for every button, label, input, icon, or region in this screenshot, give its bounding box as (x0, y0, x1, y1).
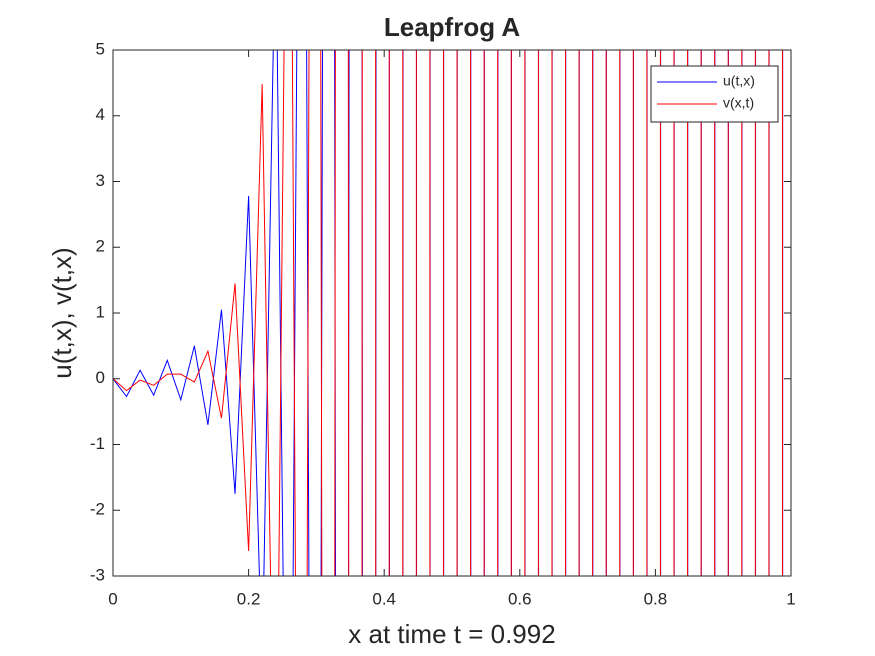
plot-area (113, 50, 791, 576)
y-tick-label: 4 (96, 105, 105, 124)
y-tick-label: 3 (96, 171, 105, 190)
y-tick-label: -1 (90, 434, 105, 453)
y-tick-label: -2 (90, 500, 105, 519)
x-tick-label: 0.4 (372, 589, 396, 608)
chart-title: Leapfrog A (384, 12, 520, 42)
y-tick-label: 2 (96, 237, 105, 256)
y-axis-label: u(t,x), v(t,x) (47, 247, 77, 378)
y-tick-label: 5 (96, 39, 105, 58)
legend-label: u(t,x) (723, 73, 755, 89)
x-tick-label: 0.6 (508, 589, 532, 608)
y-tick-label: 0 (96, 368, 105, 387)
x-tick-label: 0 (108, 589, 117, 608)
x-tick-label: 0.2 (237, 589, 261, 608)
x-axis-label: x at time t = 0.992 (348, 619, 555, 649)
y-tick-label: -3 (90, 565, 105, 584)
x-tick-label: 1 (786, 589, 795, 608)
legend-label: v(x,t) (723, 95, 754, 111)
y-tick-label: 1 (96, 302, 105, 321)
legend-box (650, 65, 779, 123)
x-tick-label: 0.8 (644, 589, 668, 608)
